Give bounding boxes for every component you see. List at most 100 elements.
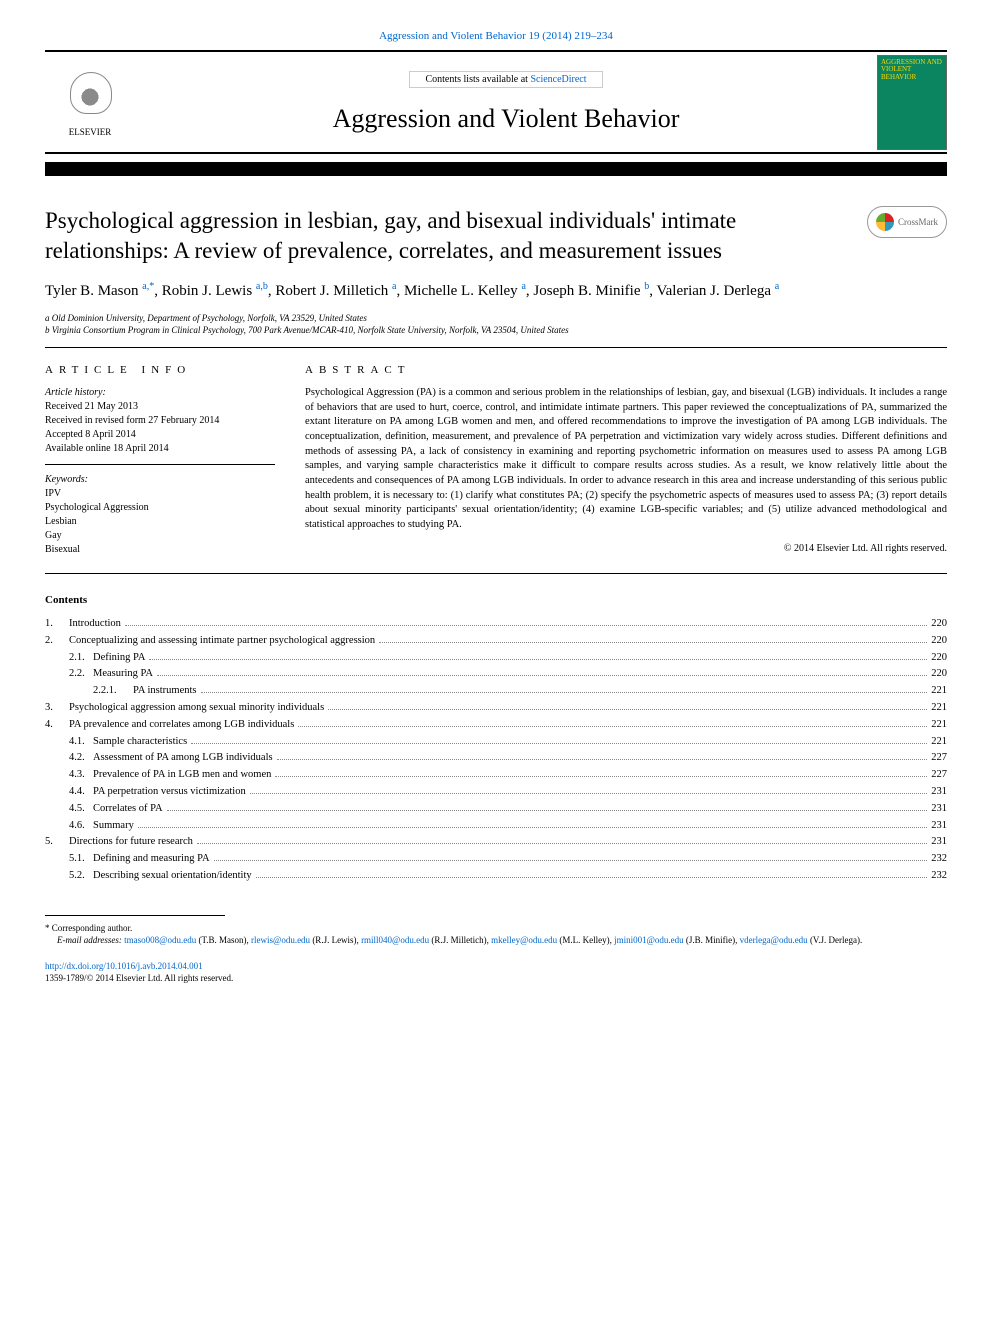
toc-dots — [214, 860, 928, 861]
contents-available: Contents lists available at ScienceDirec… — [409, 71, 602, 88]
journal-name: Aggression and Violent Behavior — [145, 104, 867, 134]
keywords: Keywords: IPV Psychological Aggression L… — [45, 473, 275, 557]
email-link[interactable]: rlewis@odu.edu — [251, 935, 310, 945]
toc-title: Directions for future research — [69, 834, 193, 851]
email-link[interactable]: rmill040@odu.edu — [361, 935, 429, 945]
toc-row: 5.1.Defining and measuring PA 232 — [45, 851, 947, 868]
toc-title: Psychological aggression among sexual mi… — [69, 700, 324, 717]
toc-number: 4.5. — [69, 801, 93, 818]
toc-number: 4. — [45, 717, 69, 734]
toc-row: 5.2.Describing sexual orientation/identi… — [45, 868, 947, 885]
issn-line: 1359-1789/© 2014 Elsevier Ltd. All right… — [45, 973, 947, 983]
abstract-text: Psychological Aggression (PA) is a commo… — [305, 386, 947, 533]
sciencedirect-link[interactable]: ScienceDirect — [530, 74, 586, 85]
header-citation[interactable]: Aggression and Violent Behavior 19 (2014… — [45, 30, 947, 42]
toc-number: 2. — [45, 633, 69, 650]
toc-page: 231 — [931, 784, 947, 801]
toc-title: Introduction — [69, 616, 121, 633]
toc-dots — [191, 743, 927, 744]
toc-page: 221 — [931, 717, 947, 734]
toc-page: 221 — [931, 683, 947, 700]
toc-dots — [250, 793, 928, 794]
toc-title: Conceptualizing and assessing intimate p… — [69, 633, 375, 650]
toc-dots — [167, 810, 928, 811]
email-link[interactable]: jmini001@odu.edu — [614, 935, 684, 945]
toc-title: Summary — [93, 818, 134, 835]
abstract-head: abstract — [305, 364, 947, 376]
toc-number: 3. — [45, 700, 69, 717]
toc-dots — [138, 827, 927, 828]
toc-number: 5.2. — [69, 868, 93, 885]
toc-number: 1. — [45, 616, 69, 633]
toc-dots — [149, 659, 927, 660]
contents-heading: Contents — [45, 594, 947, 606]
toc-row: 3.Psychological aggression among sexual … — [45, 700, 947, 717]
toc-row: 2.Conceptualizing and assessing intimate… — [45, 633, 947, 650]
authors: Tyler B. Mason a,*, Robin J. Lewis a,b, … — [45, 280, 947, 302]
toc-dots — [298, 726, 927, 727]
toc-number: 5.1. — [69, 851, 93, 868]
toc-dots — [328, 709, 927, 710]
article-info-head: article info — [45, 364, 275, 376]
toc-number: 4.4. — [69, 784, 93, 801]
toc-row: 4.PA prevalence and correlates among LGB… — [45, 717, 947, 734]
toc-row: 4.5.Correlates of PA231 — [45, 801, 947, 818]
toc-page: 221 — [931, 734, 947, 751]
article-title: Psychological aggression in lesbian, gay… — [45, 206, 847, 266]
toc-row: 4.2.Assessment of PA among LGB individua… — [45, 750, 947, 767]
toc-page: 227 — [931, 767, 947, 784]
toc-dots — [201, 692, 928, 693]
toc-dots — [277, 759, 928, 760]
toc-page: 221 — [931, 700, 947, 717]
divider-bar — [45, 162, 947, 176]
toc-row: 2.1.Defining PA 220 — [45, 650, 947, 667]
toc-dots — [379, 642, 927, 643]
toc-title: Defining PA — [93, 650, 145, 667]
toc-page: 220 — [931, 616, 947, 633]
elsevier-label: ELSEVIER — [69, 127, 112, 137]
doi-link[interactable]: http://dx.doi.org/10.1016/j.avb.2014.04.… — [45, 961, 947, 971]
toc-title: Measuring PA — [93, 666, 153, 683]
toc-page: 220 — [931, 650, 947, 667]
toc-row: 2.2.Measuring PA220 — [45, 666, 947, 683]
toc-dots — [256, 877, 928, 878]
toc-page: 227 — [931, 750, 947, 767]
crossmark-badge[interactable]: CrossMark — [867, 206, 947, 238]
toc-page: 232 — [931, 868, 947, 885]
toc-number: 4.1. — [69, 734, 93, 751]
elsevier-logo: ELSEVIER — [45, 52, 135, 152]
toc-row: 1.Introduction 220 — [45, 616, 947, 633]
email-link[interactable]: tmaso008@odu.edu — [124, 935, 196, 945]
toc-title: Defining and measuring PA — [93, 851, 210, 868]
toc-title: Prevalence of PA in LGB men and women — [93, 767, 271, 784]
affiliations: a Old Dominion University, Department of… — [45, 312, 947, 337]
toc-dots — [125, 625, 927, 626]
toc-dots — [275, 776, 927, 777]
footer: * Corresponding author. E-mail addresses… — [45, 922, 947, 947]
email-link[interactable]: mkelley@odu.edu — [491, 935, 557, 945]
toc-number: 2.2.1. — [93, 683, 133, 700]
toc-title: PA instruments — [133, 683, 197, 700]
toc-row: 4.1.Sample characteristics 221 — [45, 734, 947, 751]
toc-row: 2.2.1.PA instruments 221 — [45, 683, 947, 700]
toc-dots — [157, 675, 927, 676]
journal-header: ELSEVIER Contents lists available at Sci… — [45, 50, 947, 154]
email-link[interactable]: vderlega@odu.edu — [740, 935, 808, 945]
toc-row: 4.4.PA perpetration versus victimization… — [45, 784, 947, 801]
toc-number: 5. — [45, 834, 69, 851]
toc-page: 231 — [931, 818, 947, 835]
toc-page: 220 — [931, 666, 947, 683]
toc-number: 4.3. — [69, 767, 93, 784]
toc-number: 4.2. — [69, 750, 93, 767]
toc-dots — [197, 843, 927, 844]
toc-number: 2.1. — [69, 650, 93, 667]
toc-page: 231 — [931, 801, 947, 818]
toc-page: 231 — [931, 834, 947, 851]
toc-row: 4.3.Prevalence of PA in LGB men and wome… — [45, 767, 947, 784]
toc-title: Assessment of PA among LGB individuals — [93, 750, 273, 767]
toc-title: Sample characteristics — [93, 734, 187, 751]
toc-title: Describing sexual orientation/identity — [93, 868, 252, 885]
toc-page: 232 — [931, 851, 947, 868]
article-history: Article history: Received 21 May 2013 Re… — [45, 386, 275, 465]
toc-page: 220 — [931, 633, 947, 650]
